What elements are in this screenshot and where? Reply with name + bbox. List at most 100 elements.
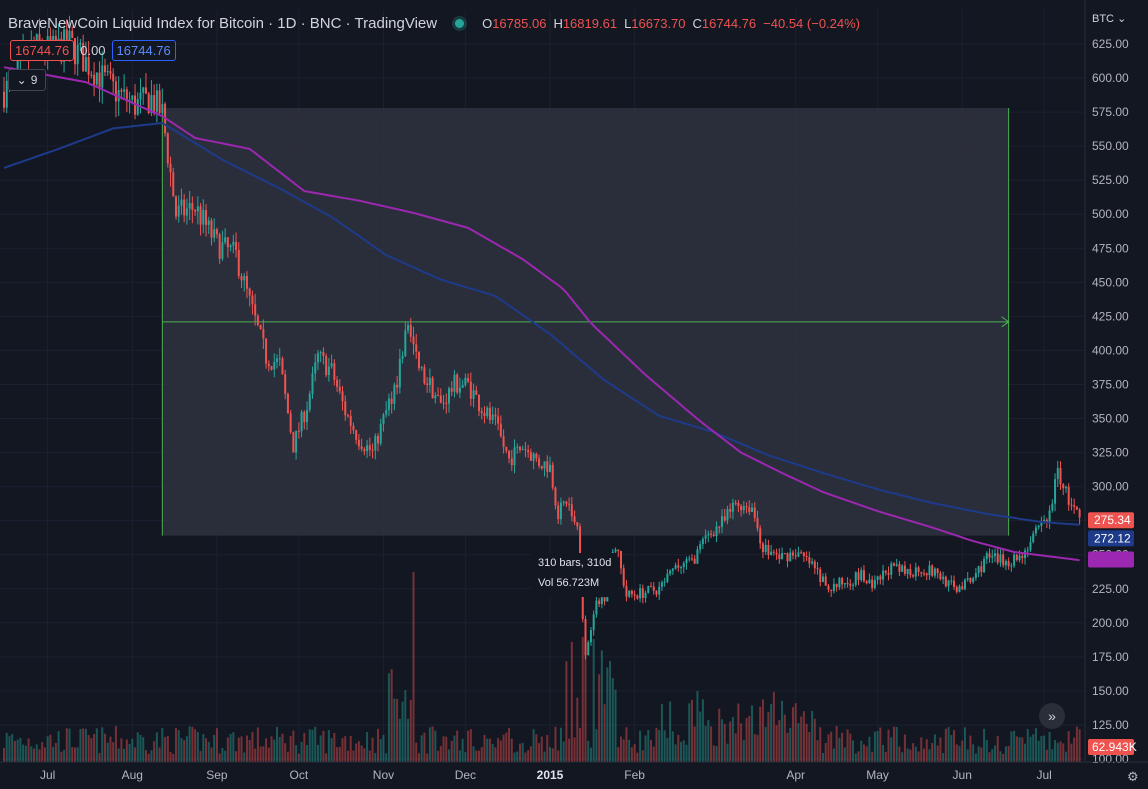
candle-body [802,552,805,557]
volume-bar [194,729,197,762]
candle-body [756,517,759,529]
currency-selector[interactable]: BTC ⌄ [1092,12,1126,25]
candle-body [461,384,464,388]
candle-body [243,276,246,281]
candle-body [993,553,996,557]
volume-bar [488,738,491,762]
volume-bar [543,751,546,762]
volume-bar [270,736,273,762]
candle-body [256,315,259,326]
volume-bar [527,750,530,762]
volume-bar [920,737,923,762]
ma-fast-badge-bg [1088,530,1134,547]
volume-bar [715,746,718,762]
candle-body [518,446,521,451]
candle-body [562,501,565,503]
volume-bar [513,752,516,762]
candle-body [338,386,341,392]
candle-body [650,585,653,587]
candle-body [579,526,582,576]
candle-body [791,552,794,556]
candle-body [210,220,213,238]
volume-bar [93,734,96,762]
volume-bar [65,728,68,762]
candle-body [262,328,265,339]
candle-body [251,295,254,305]
buy-button[interactable]: 16744.76 [111,40,176,61]
candle-body [120,90,123,92]
candle-body [764,544,767,553]
volume-bar [868,736,871,762]
volume-bar [775,725,778,762]
candle-body [426,383,429,386]
candle-body [447,388,450,404]
volume-bar [311,729,314,762]
candle-body [1078,509,1081,518]
candle-body [761,543,764,553]
candle-body [510,458,513,466]
candle-body [701,538,704,545]
candle-body [723,516,726,521]
candle-body [286,393,289,414]
candle-body [852,584,855,586]
candle-body [196,206,199,212]
volume-bar [546,734,549,762]
volume-bar [947,727,950,762]
indicators-toggle[interactable]: ⌄ 9 [8,69,46,91]
candle-body [841,578,844,585]
volume-bar [1013,730,1016,762]
volume-bar [726,743,729,762]
candle-body [404,330,407,357]
candle-body [887,572,890,575]
volume-bar [267,747,270,762]
candle-body [598,600,601,605]
candle-body [494,414,497,417]
gear-icon[interactable]: ⚙ [1127,769,1139,784]
candle-body [480,411,483,414]
candle-body [1045,519,1048,523]
volume-bar [79,728,82,762]
volume-bar [374,752,377,762]
volume-bar [491,743,494,762]
volume-bar [235,751,238,762]
candle-body [229,245,232,248]
candle-body [396,384,399,388]
volume-bar [251,731,254,762]
candle-body [259,325,262,329]
volume-bar [606,667,609,762]
volume-bar [791,707,794,762]
volume-bar [73,747,76,762]
volume-bar [518,743,521,762]
time-tick-label: Nov [373,768,394,782]
volume-bar [857,751,860,762]
candle-body [974,573,977,578]
candle-body [781,553,784,560]
sell-button[interactable]: 16744.76 [10,40,75,61]
scroll-to-realtime-button[interactable]: » [1039,703,1065,729]
volume-bar [729,721,732,762]
candle-body [666,573,669,582]
candle-body [1054,479,1057,504]
candle-body [824,576,827,586]
volume-bar [589,747,592,762]
volume-bar [879,727,882,762]
volume-bar [136,732,139,762]
volume-bar [352,750,355,762]
volume-bar [598,674,601,762]
candle-body [685,559,688,564]
volume-bar [789,727,792,762]
candle-body [144,87,147,94]
candle-body [254,304,257,316]
candle-body [600,597,603,605]
volume-bar [887,729,890,762]
volume-bar [682,740,685,762]
candle-body [393,384,396,404]
low-value: 16673.70 [631,15,686,31]
volume-bar [802,711,805,762]
price-tick-label: 325.00 [1092,446,1129,460]
volume-bar [508,728,511,762]
volume-bar [431,726,434,762]
candle-body [1048,510,1051,523]
symbol-title[interactable]: BraveNewCoin Liquid Index for Bitcoin · … [8,14,438,32]
